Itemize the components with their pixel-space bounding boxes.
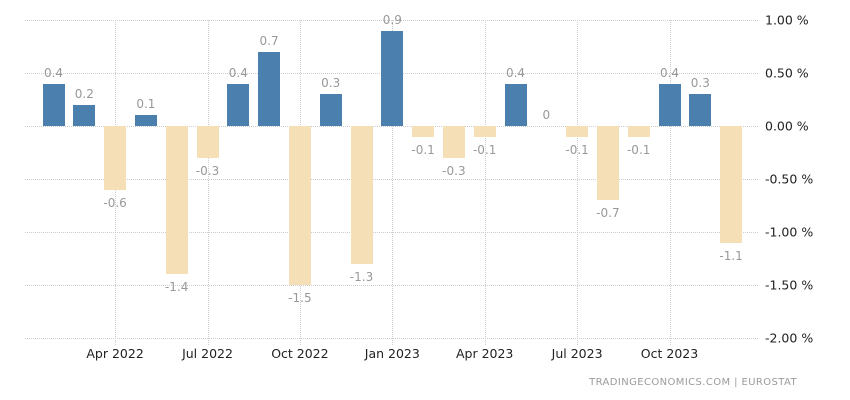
- bar-value-label: 0.4: [659, 65, 680, 80]
- bar-value-label: -1.4: [164, 280, 189, 295]
- bar-value-label: 0.4: [228, 65, 248, 80]
- bar-jun-2022[interactable]: [165, 126, 188, 275]
- bar-value-label: 0.2: [74, 86, 94, 101]
- bar-feb-2022[interactable]: [42, 83, 65, 126]
- bar-value-label: 0.9: [382, 12, 402, 27]
- bar-value-label: 0.4: [43, 65, 64, 80]
- y-gridline: [25, 285, 758, 286]
- y-axis-tick-label: -2.00 %: [765, 330, 814, 346]
- y-axis-tick-label: 0.50 %: [765, 65, 809, 81]
- x-axis-tick-label: Jul 2023: [551, 346, 603, 361]
- x-axis-tick-label: Oct 2022: [271, 346, 329, 361]
- x-axis-tick-label: Apr 2022: [86, 346, 144, 361]
- bar-value-label: 0.3: [321, 76, 341, 91]
- bar-value-label: 0.4: [505, 65, 526, 80]
- bar-value-label: -1.5: [288, 291, 312, 305]
- y-gridline: [25, 232, 758, 233]
- plot-area: 0.4 0.2 -0.6 0.1 -1.4 -0.3 0.4 0.7 -1.5 0.3 -1.3 0.…: [25, 13, 758, 345]
- bar-value-label: 0.1: [136, 97, 156, 112]
- bar-jul-2022[interactable]: [196, 126, 219, 158]
- bar-value-label: -0.1: [472, 142, 497, 157]
- bar-sep-2023[interactable]: [627, 126, 650, 137]
- bar-value-label: -1.1: [719, 248, 743, 263]
- bar-may-2023[interactable]: [504, 83, 527, 126]
- bar-oct-2023[interactable]: [658, 83, 681, 126]
- x-gridline: [392, 20, 394, 345]
- bar-value-label: -0.6: [103, 195, 127, 210]
- bar-value-label: -0.1: [565, 142, 589, 157]
- y-gridline: [25, 126, 758, 127]
- bar-mar-2022[interactable]: [73, 104, 96, 126]
- bar-apr-2022[interactable]: [104, 126, 127, 190]
- bar-sep-2022[interactable]: [258, 51, 281, 126]
- bar-value-label: -1.3: [349, 269, 374, 284]
- x-gridline: [669, 20, 671, 345]
- y-gridline: [25, 20, 758, 21]
- bar-dec-2023[interactable]: [720, 126, 743, 243]
- x-axis-tick-label: Jul 2022: [182, 346, 233, 361]
- bar-aug-2023[interactable]: [596, 126, 619, 201]
- y-axis-tick-label: 0.00 %: [765, 118, 809, 134]
- bar-jan-2023[interactable]: [381, 30, 404, 126]
- y-axis-tick-label: 1.00 %: [765, 12, 809, 28]
- bar-value-label: 0.3: [690, 76, 710, 91]
- bar-value-label: -0.3: [442, 163, 466, 178]
- y-gridline: [25, 179, 758, 180]
- y-axis-tick-label: -1.50 %: [765, 277, 814, 293]
- bar-nov-2023[interactable]: [689, 94, 712, 126]
- bar-feb-2023[interactable]: [412, 126, 435, 137]
- x-gridline: [484, 20, 486, 345]
- bar-value-label: -0.1: [626, 142, 651, 157]
- bar-value-label: 0.7: [259, 33, 279, 48]
- bar-value-label: -0.3: [195, 163, 220, 178]
- bar-value-label: -0.7: [596, 206, 620, 221]
- bar-may-2022[interactable]: [134, 115, 157, 126]
- bar-value-label: -0.1: [411, 142, 435, 157]
- x-axis-tick-label: Apr 2023: [455, 346, 514, 361]
- attribution-source-link[interactable]: TRADINGECONOMICS.COM | EUROSTAT: [589, 377, 797, 388]
- attribution: TRADINGECONOMICS.COM | EUROSTAT: [589, 377, 797, 388]
- bar-dec-2022[interactable]: [350, 126, 373, 264]
- bar-aug-2022[interactable]: [227, 83, 250, 126]
- y-gridline: [25, 338, 758, 339]
- x-gridline: [207, 20, 209, 345]
- x-axis-tick-label: Oct 2023: [640, 346, 699, 361]
- bar-nov-2022[interactable]: [319, 94, 342, 126]
- bar-oct-2022[interactable]: [288, 126, 311, 285]
- y-axis-tick-label: -1.00 %: [765, 224, 814, 240]
- bar-mar-2023[interactable]: [442, 126, 465, 158]
- y-axis-tick-label: -0.50 %: [765, 171, 814, 187]
- bar-value-label: 0: [542, 108, 551, 122]
- bar-jul-2023[interactable]: [566, 126, 589, 137]
- x-axis-tick-label: Jan 2023: [364, 346, 420, 361]
- x-gridline: [577, 20, 579, 345]
- bar-apr-2023[interactable]: [473, 126, 496, 137]
